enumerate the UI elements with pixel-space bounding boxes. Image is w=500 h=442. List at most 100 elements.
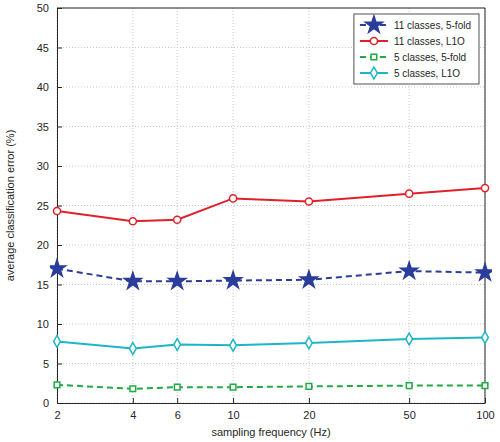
series-line	[57, 269, 485, 282]
grid-line-y	[57, 324, 485, 325]
series-marker	[174, 216, 181, 223]
y-tick: 15	[37, 279, 62, 291]
grid-line-y	[57, 205, 485, 206]
grid-line-y	[57, 8, 485, 9]
y-tick: 0	[43, 397, 62, 409]
legend-marker	[371, 54, 377, 60]
plot: 2 4 6 10 20 50 100 0 5 10 15 20 25 30 35 40 45 50 11 class…	[37, 2, 495, 421]
y-tick: 5	[43, 358, 62, 370]
y-tick-label: 5	[43, 358, 49, 370]
y-tick: 40	[37, 81, 62, 93]
x-axis-line	[58, 403, 486, 404]
x-tick: 20	[303, 398, 315, 421]
x-tick-label: 6	[175, 409, 181, 421]
grid-line-y	[57, 403, 485, 404]
legend-marker	[371, 67, 378, 79]
x-tick: 6	[175, 398, 181, 421]
y-tick-mark	[57, 127, 62, 128]
lines	[57, 188, 485, 389]
x-tick-mark	[133, 398, 134, 403]
x-tick-mark	[177, 398, 178, 403]
x-tick-mark	[233, 398, 234, 403]
x-tick-label: 50	[404, 409, 416, 421]
y-tick: 35	[37, 121, 62, 133]
y-tick-mark	[57, 87, 62, 88]
series-marker	[130, 386, 136, 392]
y-tick-mark	[57, 364, 62, 365]
x-tick: 4	[130, 398, 136, 421]
series-marker	[482, 383, 488, 389]
y-tick: 30	[37, 160, 62, 172]
x-tick: 50	[404, 398, 416, 421]
y-tick-label: 25	[37, 200, 49, 212]
grid-line-y	[57, 363, 485, 364]
plot-background	[57, 8, 485, 403]
series-marker	[230, 195, 237, 202]
legend-label: 5 classes, 5-fold	[394, 52, 466, 63]
legend: 11 classes, 5-fold 11 classes, L1O 5 class…	[354, 14, 479, 84]
y-tick-label: 10	[37, 318, 49, 330]
x-tick-label: 10	[227, 409, 239, 421]
y-tick-mark	[57, 285, 62, 286]
x-axis: 2 4 6 10 20 50 100	[54, 398, 494, 421]
legend-label: 5 classes, L1O	[394, 68, 460, 79]
x-tick: 10	[227, 398, 239, 421]
series-marker	[54, 335, 61, 347]
series-marker	[305, 198, 312, 205]
y-tick: 45	[37, 42, 62, 54]
y-tick-label: 35	[37, 121, 49, 133]
series-marker	[174, 339, 181, 351]
legend-item: 11 classes, 5-fold	[360, 16, 471, 32]
legend-marker	[365, 16, 382, 32]
series-marker	[230, 339, 237, 351]
x-tick-mark	[409, 398, 410, 403]
y-tick-mark	[57, 206, 62, 207]
series-marker	[406, 190, 413, 197]
grid-line-y	[57, 87, 485, 88]
x-tick-label: 2	[54, 409, 60, 421]
grid-line-y	[57, 284, 485, 285]
markers	[50, 185, 492, 392]
series-marker	[406, 333, 413, 345]
legend-item: 5 classes, 5-fold	[360, 52, 466, 63]
x-tick-label: 100	[476, 409, 494, 421]
series-marker	[401, 262, 418, 278]
y-tick-mark	[57, 403, 62, 404]
y-axis-title: average classification error (%)	[4, 130, 16, 282]
legend-item: 5 classes, L1O	[360, 67, 460, 79]
y-tick-mark	[57, 166, 62, 167]
legend-item: 11 classes, L1O	[360, 36, 465, 47]
series-marker	[406, 383, 412, 389]
legend-marker	[370, 37, 377, 44]
y-tick-mark	[57, 48, 62, 49]
y-tick: 10	[37, 318, 62, 330]
series-marker	[476, 264, 492, 280]
y-tick-mark	[57, 245, 62, 246]
series-marker	[230, 384, 236, 390]
series-line	[57, 385, 485, 389]
x-tick-mark	[309, 398, 310, 403]
grid	[57, 8, 485, 403]
series-marker	[300, 271, 317, 287]
x-tick-label: 20	[303, 409, 315, 421]
y-tick-label: 20	[37, 239, 49, 251]
grid-line-y	[57, 126, 485, 127]
series-marker	[306, 384, 312, 390]
y-tick-label: 30	[37, 160, 49, 172]
series-marker	[53, 207, 60, 214]
series-line	[57, 337, 485, 348]
y-tick: 20	[37, 239, 62, 251]
series-marker	[54, 382, 60, 388]
y-tick-label: 15	[37, 279, 49, 291]
frame-top	[57, 8, 485, 9]
y-axis: 0 5 10 15 20 25 30 35 40 45 50	[37, 2, 62, 409]
series-marker	[124, 272, 141, 288]
chart: 2 4 6 10 20 50 100 0 5 10 15 20 25 30 35 40 45 50 11 class…	[0, 0, 500, 442]
series-marker	[174, 384, 180, 390]
y-tick-label: 0	[43, 397, 49, 409]
series-marker	[50, 260, 66, 276]
series-marker	[482, 332, 489, 344]
series-marker	[129, 343, 136, 355]
x-tick-label: 4	[130, 409, 136, 421]
y-tick-label: 50	[37, 2, 49, 14]
